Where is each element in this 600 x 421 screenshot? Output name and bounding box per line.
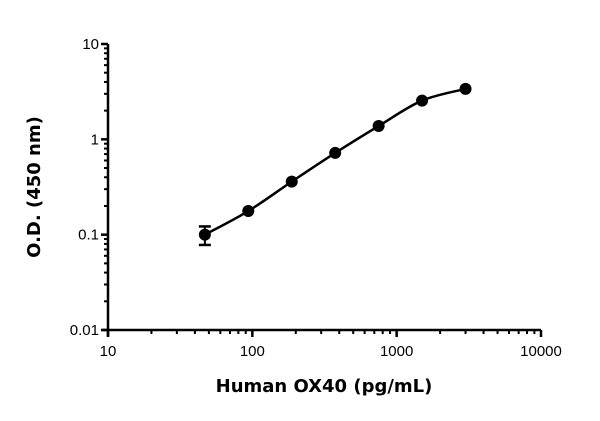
data-points <box>198 82 472 247</box>
y-tick-label: 1 <box>91 131 99 148</box>
x-tick-label: 10000 <box>520 343 562 360</box>
x-axis-title: Human OX40 (pg/mL) <box>216 376 433 397</box>
y-tick-label: 10 <box>82 36 99 53</box>
data-point <box>242 205 255 218</box>
axes: 0.01 0.1 1 10 10 100 1000 10000 <box>70 36 562 360</box>
data-point <box>198 228 211 241</box>
y-axis-title: O.D. (450 nm) <box>24 116 45 258</box>
y-tick-label: 0.1 <box>78 227 99 244</box>
data-point <box>416 94 429 107</box>
data-point <box>285 175 298 188</box>
x-tick-label: 1000 <box>380 343 413 360</box>
y-tick-label: 0.01 <box>70 322 99 339</box>
x-tick-label: 100 <box>240 343 265 360</box>
data-point <box>459 82 472 95</box>
data-point <box>329 146 342 159</box>
x-tick-label: 10 <box>100 343 117 360</box>
data-point <box>372 119 385 132</box>
